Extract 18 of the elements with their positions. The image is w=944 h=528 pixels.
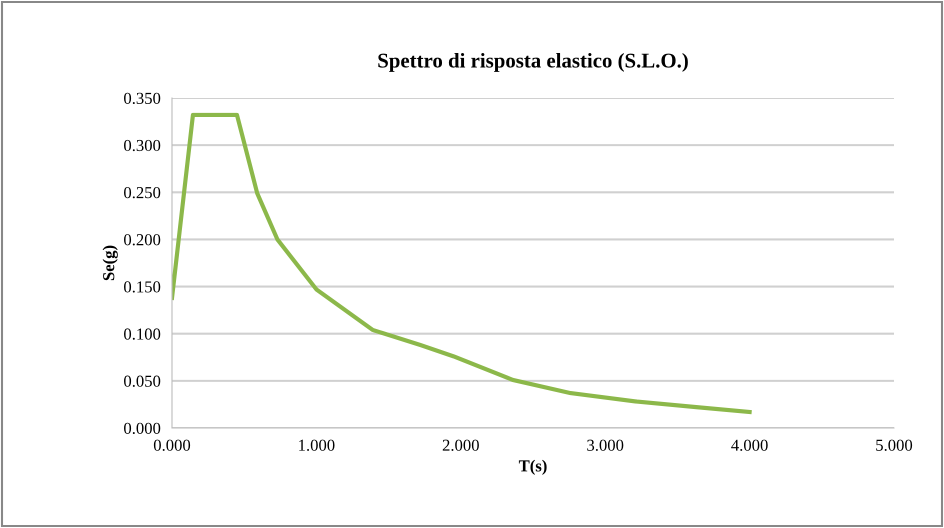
y-tick-label: 0.000 (124, 422, 160, 434)
y-tick-label: 0.300 (124, 140, 160, 152)
y-axis-title: Se(g) (102, 246, 118, 280)
x-tick-label: 3.000 (587, 440, 624, 451)
chart-title: Spettro di risposta elastico (S.L.O.) (378, 52, 688, 72)
x-tick-label: 1.000 (299, 440, 335, 451)
y-tick-label: 0.250 (124, 186, 160, 198)
y-tick-label: 0.050 (124, 376, 160, 387)
x-tick-label: 4.000 (731, 440, 768, 451)
x-tick-label: 0.000 (154, 440, 190, 451)
y-tick-label: 0.200 (124, 234, 160, 246)
x-tick-label: 2.000 (442, 440, 479, 451)
y-tick-label: 0.350 (124, 92, 160, 104)
x-axis-title: T(s) (518, 460, 547, 475)
x-tick-label: 5.000 (876, 440, 912, 451)
line-series (172, 112, 752, 414)
y-tick-label: 0.150 (124, 281, 160, 293)
y-tick-label: 0.100 (124, 328, 160, 340)
